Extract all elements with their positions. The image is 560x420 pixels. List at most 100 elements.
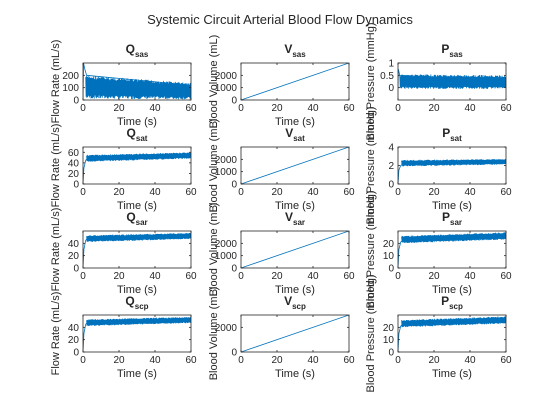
y-tick-label: 2000 bbox=[215, 239, 238, 250]
y-tick-label: 0 bbox=[388, 264, 394, 275]
subplot-title-main: Q bbox=[127, 126, 136, 140]
subplot-title-main: Q bbox=[126, 42, 135, 56]
plot-area bbox=[83, 232, 191, 268]
subplot-title-sub: sar bbox=[293, 218, 305, 227]
y-tick-label: 60 bbox=[68, 148, 80, 159]
x-tick-label: 0 bbox=[395, 355, 401, 366]
subplot-title-main: P bbox=[441, 294, 449, 308]
y-axis-label: Blood Volume (mL) bbox=[208, 203, 220, 297]
series-line bbox=[83, 157, 89, 184]
y-axis-label: Flow Rate (mL/s) bbox=[50, 124, 62, 208]
x-tick-label: 40 bbox=[464, 187, 476, 198]
subplot-p-sat: 0 20 40 60 0 2 4 Psat Time (s) Blood Pressure (mm… bbox=[365, 107, 512, 225]
subplot-title: Qsar bbox=[126, 210, 147, 227]
subplot-title-main: V bbox=[285, 126, 293, 140]
y-tick-label: 20 bbox=[383, 239, 395, 250]
subplot-title-sub: sat bbox=[293, 134, 305, 143]
subplot-title: Vsat bbox=[285, 126, 305, 143]
plot-area bbox=[241, 63, 349, 100]
y-tick-label: 200 bbox=[62, 71, 79, 82]
x-tick-label: 40 bbox=[464, 103, 476, 114]
x-tick-label: 40 bbox=[149, 271, 161, 282]
x-tick-label: 60 bbox=[185, 271, 197, 282]
y-axis-label: Blood Pressure (mmHg) bbox=[365, 23, 377, 141]
y-tick-label: 40 bbox=[68, 323, 80, 334]
x-axis-label: Time (s) bbox=[432, 284, 472, 296]
plot-area bbox=[398, 316, 506, 352]
x-tick-label: 40 bbox=[149, 187, 161, 198]
x-axis-label: Time (s) bbox=[275, 116, 315, 128]
y-tick-label: 0 bbox=[231, 96, 237, 107]
series-oscillation bbox=[86, 232, 191, 242]
x-tick-label: 20 bbox=[428, 187, 440, 198]
subplot-title: Vsas bbox=[284, 42, 306, 59]
x-axis-label: Time (s) bbox=[275, 368, 315, 380]
x-axis-label: Time (s) bbox=[432, 200, 472, 212]
series-line bbox=[83, 320, 89, 352]
x-tick-label: 20 bbox=[271, 103, 283, 114]
y-tick-label: 0 bbox=[231, 348, 237, 359]
subplot-title: Pscp bbox=[441, 294, 463, 311]
y-tick-label: 0 bbox=[231, 264, 237, 275]
y-axis-label: Blood Volume (mL) bbox=[208, 119, 220, 213]
series-line bbox=[398, 323, 404, 352]
y-tick-label: 1000 bbox=[215, 251, 238, 262]
y-tick-label: 10 bbox=[383, 335, 395, 346]
subplot-title-sub: sat bbox=[450, 134, 462, 143]
y-axis-label: Blood Volume (mL) bbox=[208, 35, 220, 129]
x-tick-label: 60 bbox=[343, 187, 355, 198]
axes-box bbox=[82, 230, 192, 269]
subplot-title-main: P bbox=[441, 42, 449, 56]
x-tick-label: 60 bbox=[500, 103, 512, 114]
plot-area bbox=[83, 152, 191, 184]
subplot-title: Qsas bbox=[126, 42, 149, 59]
plot-area bbox=[241, 147, 349, 184]
series-oscillation bbox=[86, 317, 191, 326]
axes-box bbox=[82, 62, 192, 101]
x-tick-label: 0 bbox=[238, 187, 244, 198]
series-line bbox=[241, 147, 349, 184]
subplot-title-sub: sas bbox=[292, 50, 306, 59]
series-oscillation bbox=[401, 316, 506, 328]
x-axis-label: Time (s) bbox=[275, 200, 315, 212]
y-tick-label: 2000 bbox=[215, 71, 238, 82]
subplot-title: Psas bbox=[441, 42, 463, 59]
subplot-title-main: Q bbox=[126, 210, 135, 224]
x-tick-label: 0 bbox=[395, 271, 401, 282]
axes-box bbox=[82, 146, 192, 185]
series-oscillation bbox=[85, 75, 191, 100]
subplot-title-sub: sar bbox=[136, 218, 148, 227]
y-tick-label: 0 bbox=[231, 180, 237, 191]
y-tick-label: 0 bbox=[73, 96, 79, 107]
plot-area bbox=[83, 63, 191, 100]
subplot-title-sub: sar bbox=[450, 218, 462, 227]
x-axis-label: Time (s) bbox=[117, 284, 157, 296]
x-tick-label: 60 bbox=[343, 271, 355, 282]
x-tick-label: 40 bbox=[307, 187, 319, 198]
plot-area bbox=[398, 232, 506, 268]
y-tick-label: 20 bbox=[68, 169, 80, 180]
x-tick-label: 60 bbox=[343, 355, 355, 366]
x-tick-label: 60 bbox=[500, 355, 512, 366]
x-tick-label: 60 bbox=[500, 271, 512, 282]
subplot-title: Qscp bbox=[125, 294, 148, 311]
x-tick-label: 40 bbox=[149, 103, 161, 114]
plot-area bbox=[398, 159, 506, 184]
subplot-title-sub: scp bbox=[449, 302, 463, 311]
subplot-title-sub: scp bbox=[135, 302, 149, 311]
x-tick-label: 20 bbox=[271, 355, 283, 366]
subplot-title-sub: sas bbox=[449, 50, 463, 59]
axes-box bbox=[240, 314, 350, 353]
y-tick-label: 0.5 bbox=[380, 71, 394, 82]
x-tick-label: 60 bbox=[185, 187, 197, 198]
x-tick-label: 0 bbox=[80, 355, 86, 366]
y-tick-label: 20 bbox=[68, 335, 80, 346]
figure-title: Systemic Circuit Arterial Blood Flow Dyn… bbox=[147, 12, 413, 27]
y-axis-label: Blood Pressure (mmHg) bbox=[365, 275, 377, 393]
series-line bbox=[241, 315, 349, 352]
y-tick-label: 0 bbox=[73, 180, 79, 191]
y-tick-label: 2000 bbox=[215, 323, 238, 334]
